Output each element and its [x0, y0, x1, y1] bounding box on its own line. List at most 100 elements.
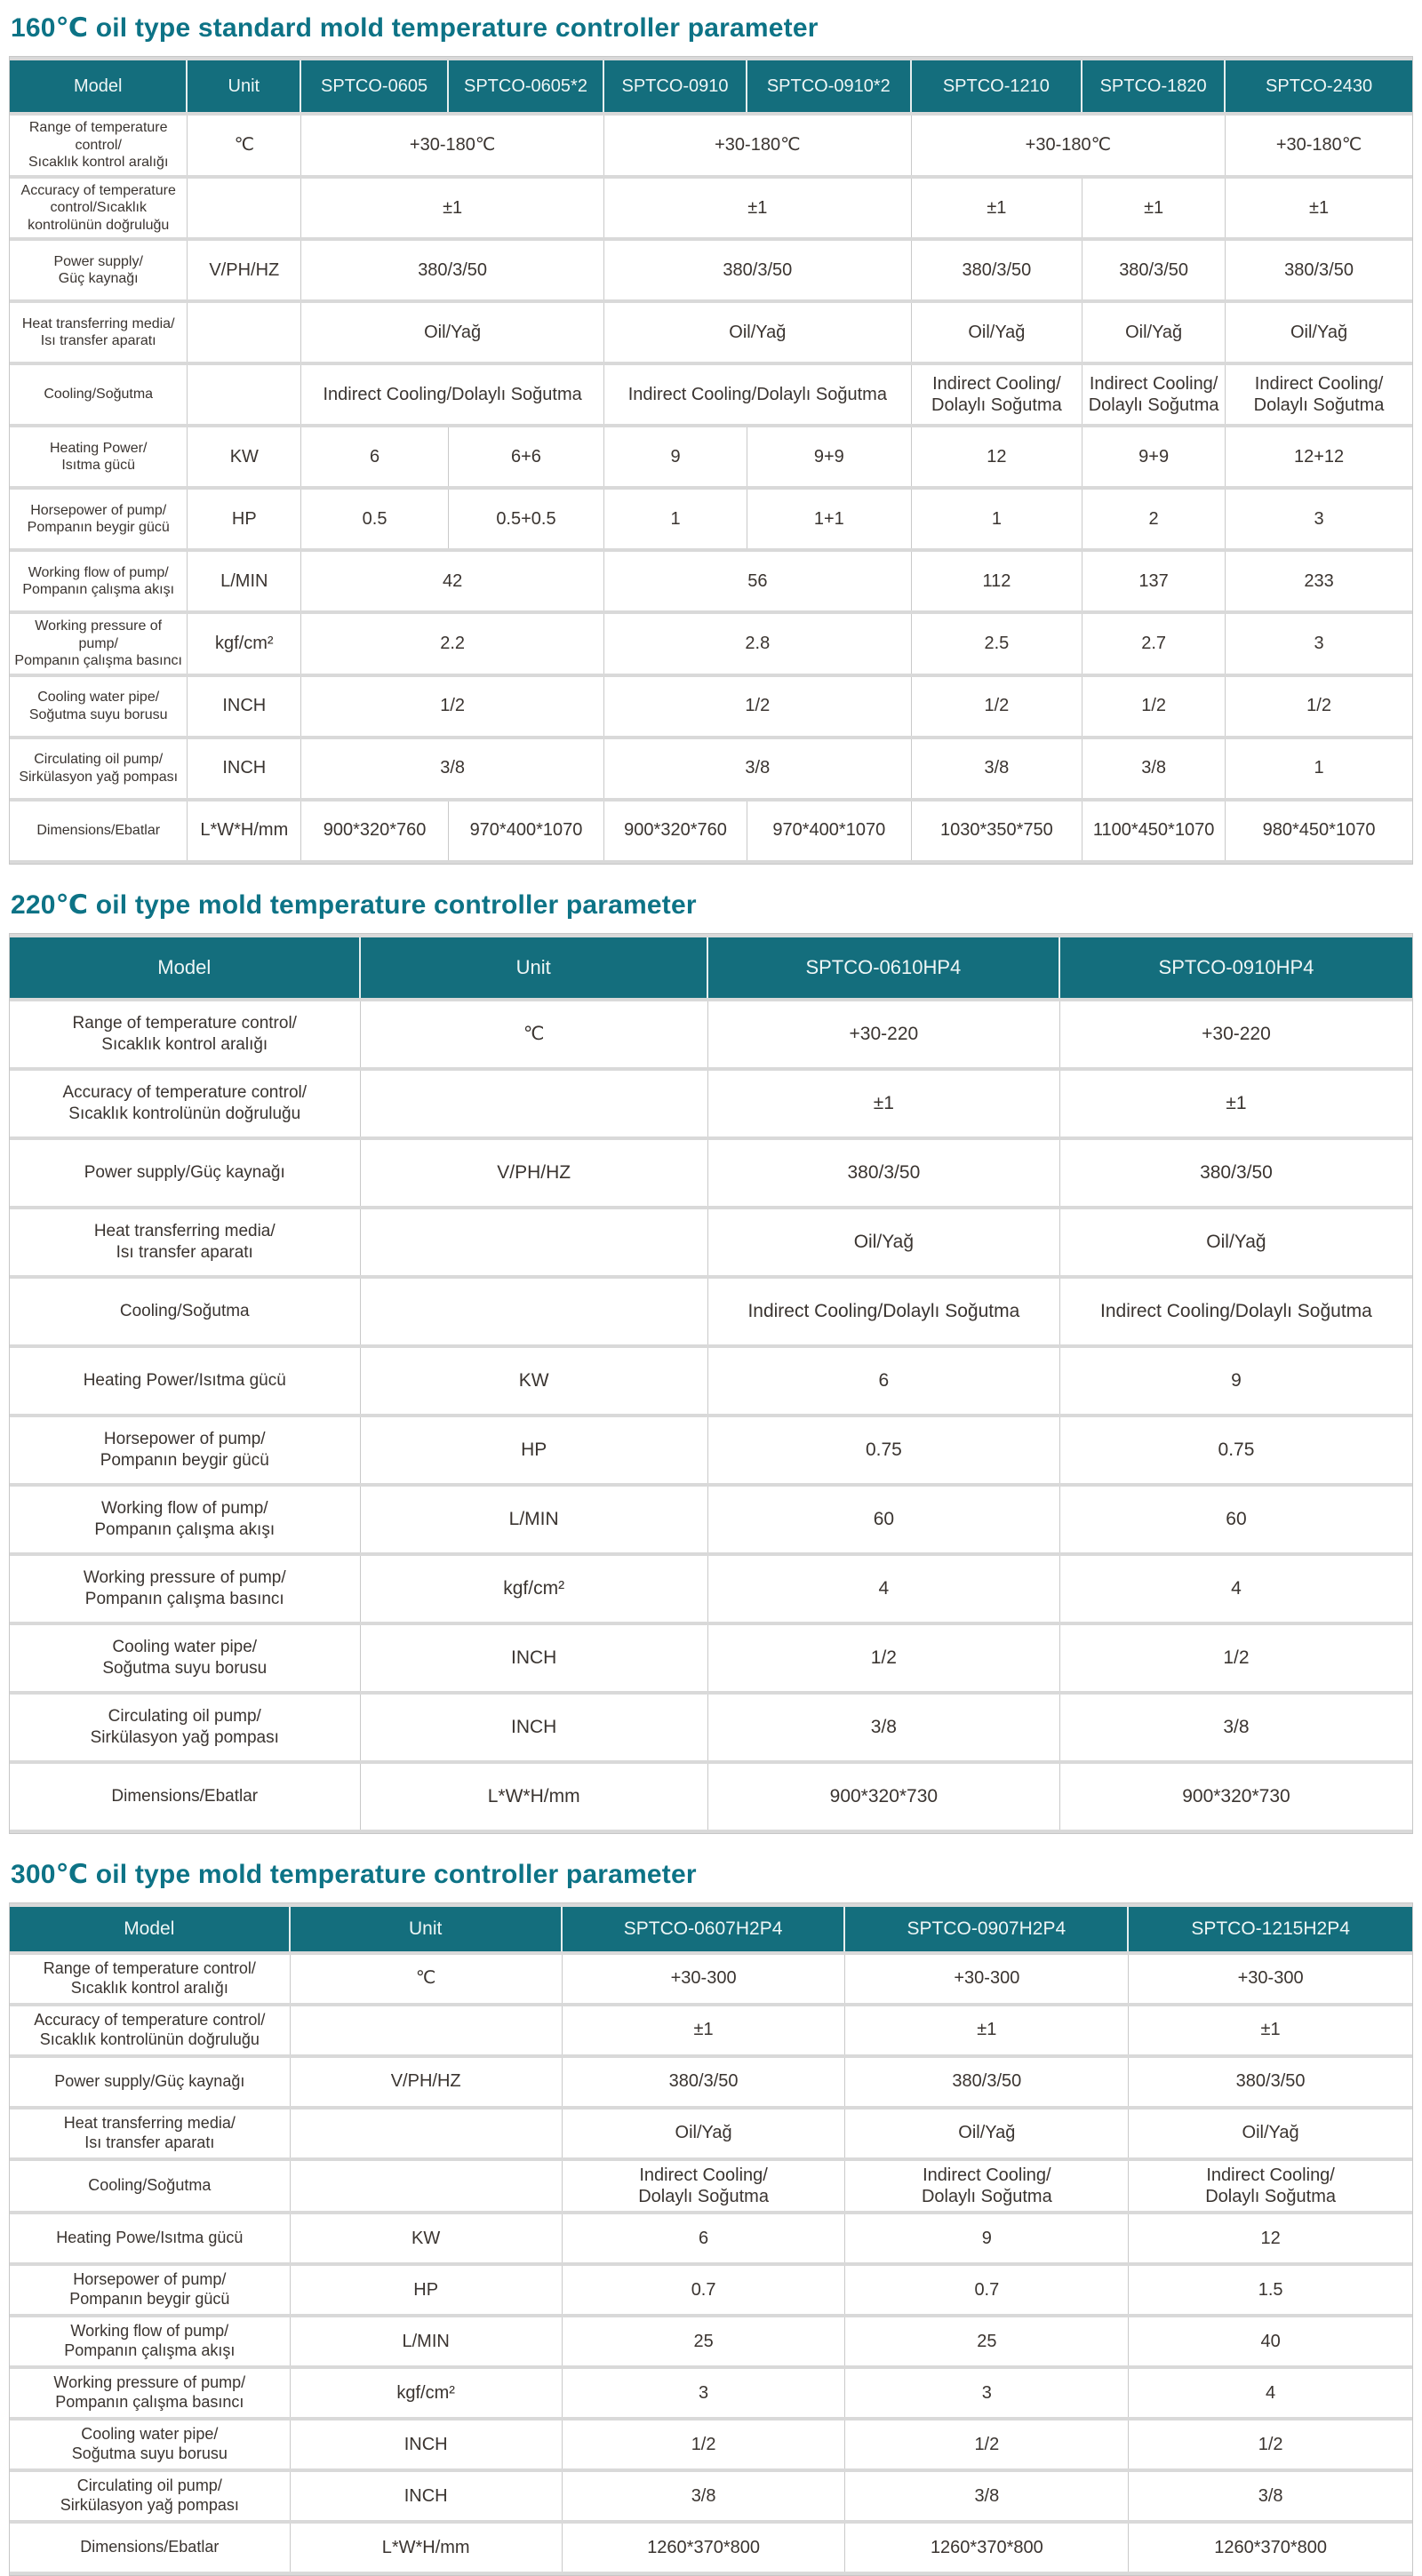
- value-cell: Indirect Cooling/ Dolaylı Soğutma: [911, 365, 1083, 425]
- table-row: Cooling water pipe/ Soğutma suyu borusu I…: [10, 2420, 1412, 2469]
- value-cell: Indirect Cooling/ Dolaylı Soğutma: [1129, 2160, 1412, 2212]
- unit-cell: L/MIN: [188, 552, 302, 611]
- value-cell: 6: [562, 2214, 846, 2263]
- table-row: Heat transferring media/ Isı transfer ap…: [10, 303, 1412, 363]
- unit-cell: KW: [290, 2214, 563, 2263]
- table-row: Horsepower of pump/ Pompanın beygir gücü…: [10, 2266, 1412, 2315]
- column-header-sptco-0910-2: SPTCO-0910*2: [747, 60, 912, 112]
- row-label: Heating Power/Isıtma gücü: [10, 1347, 361, 1414]
- value-cell: 60: [1059, 1486, 1412, 1552]
- value-cell: 0.5: [301, 490, 449, 549]
- table-row: Range of temperature control/ Sıcaklık k…: [10, 1954, 1412, 2003]
- value-cell: ±1: [707, 1070, 1060, 1136]
- table-row: Cooling/Soğutma Indirect Cooling/Dolaylı …: [10, 365, 1412, 425]
- unit-cell: kgf/cm²: [360, 1555, 708, 1622]
- row-label: Heat transferring media/ Isı transfer ap…: [10, 1208, 361, 1275]
- table-row: Working flow of pump/ Pompanın çalışma a…: [10, 2317, 1412, 2366]
- row-label: Dimensions/Ebatlar: [10, 2524, 291, 2572]
- row-label: Horsepower of pump/ Pompanın beygir gücü: [10, 1416, 361, 1483]
- value-cell: 1: [1226, 738, 1412, 798]
- value-cell: 3/8: [845, 2472, 1130, 2521]
- value-cell: Indirect Cooling/Dolaylı Soğutma: [604, 365, 912, 425]
- unit-cell: HP: [360, 1416, 708, 1483]
- parameter-table-160c: Model Unit SPTCO-0605 SPTCO-0605*2 SPTCO-091…: [9, 56, 1413, 865]
- value-cell: 6: [707, 1347, 1060, 1414]
- value-cell: 1100*450*1070: [1082, 801, 1226, 860]
- unit-cell: [188, 178, 302, 238]
- column-header-model: Model: [10, 60, 188, 112]
- unit-cell: INCH: [290, 2472, 563, 2521]
- value-cell: ±1: [604, 178, 912, 238]
- value-cell: 4: [1129, 2369, 1412, 2418]
- value-cell: 1/2: [707, 1624, 1060, 1691]
- unit-cell: L/MIN: [290, 2317, 563, 2366]
- value-cell: +30-180℃: [1226, 116, 1412, 175]
- table-row: Heat transferring media/ Isı transfer ap…: [10, 1208, 1412, 1275]
- value-cell: 1260*370*800: [1129, 2524, 1412, 2572]
- value-cell: 1/2: [604, 676, 912, 736]
- row-label: Horsepower of pump/ Pompanın beygir gücü: [10, 2266, 291, 2315]
- row-label: Working flow of pump/ Pompanın çalışma a…: [10, 552, 188, 611]
- value-cell: ±1: [845, 2006, 1130, 2054]
- header-row: Model Unit SPTCO-0605 SPTCO-0605*2 SPTCO-091…: [10, 60, 1412, 112]
- table-row: Working flow of pump/ Pompanın çalışma a…: [10, 552, 1412, 611]
- value-cell: ±1: [301, 178, 605, 238]
- value-cell: +30-180℃: [301, 116, 605, 175]
- row-label: Horsepower of pump/ Pompanın beygir gücü: [10, 490, 188, 549]
- value-cell: 233: [1226, 552, 1412, 611]
- value-cell: 60: [707, 1486, 1060, 1552]
- table-row: Heating Powe/Isıtma gücü KW 6 9 12: [10, 2214, 1412, 2263]
- value-cell: Indirect Cooling/ Dolaylı Soğutma: [1226, 365, 1412, 425]
- unit-cell: HP: [290, 2266, 563, 2315]
- row-label: Cooling water pipe/ Soğutma suyu borusu: [10, 1624, 361, 1691]
- table-row: Power supply/Güç kaynağı V/PH/HZ 380/3/50 3…: [10, 2057, 1412, 2106]
- value-cell: 3: [1226, 490, 1412, 549]
- table-row: Working pressure of pump/ Pompanın çalış…: [10, 1555, 1412, 1622]
- value-cell: 3/8: [1082, 738, 1226, 798]
- table-row: Circulating oil pump/ Sirkülasyon yağ po…: [10, 1694, 1412, 1760]
- value-cell: Oil/Yağ: [1082, 303, 1226, 363]
- column-header-sptco-0910: SPTCO-0910: [604, 60, 747, 112]
- value-cell: 25: [845, 2317, 1130, 2366]
- value-cell: 3: [845, 2369, 1130, 2418]
- column-header-sptco-0610hp4: SPTCO-0610HP4: [707, 937, 1060, 998]
- table-row: Working pressure of pump/ Pompanın çalış…: [10, 2369, 1412, 2418]
- row-label: Range of temperature control/ Sıcaklık k…: [10, 1954, 291, 2003]
- value-cell: 1/2: [562, 2420, 846, 2469]
- section-160c: 160℃ oil type standard mold temperature …: [9, 12, 1413, 865]
- column-header-sptco-1210: SPTCO-1210: [911, 60, 1083, 112]
- value-cell: Oil/Yağ: [562, 2109, 846, 2157]
- table-row: Dimensions/Ebatlar L*W*H/mm 1260*370*800 12…: [10, 2524, 1412, 2572]
- value-cell: 137: [1082, 552, 1226, 611]
- value-cell: 380/3/50: [604, 241, 912, 300]
- row-label: Circulating oil pump/ Sirkülasyon yağ po…: [10, 1694, 361, 1760]
- value-cell: 0.7: [562, 2266, 846, 2315]
- table-row: Range of temperature control/ Sıcaklık k…: [10, 1001, 1412, 1067]
- value-cell: 980*450*1070: [1226, 801, 1412, 860]
- value-cell: 3: [1226, 614, 1412, 674]
- unit-cell: ℃: [188, 116, 302, 175]
- value-cell: 2.8: [604, 614, 912, 674]
- table-row: Range of temperature control/ Sıcaklık k…: [10, 116, 1412, 175]
- column-header-sptco-0910hp4: SPTCO-0910HP4: [1059, 937, 1412, 998]
- value-cell: 12: [911, 427, 1083, 487]
- value-cell: Indirect Cooling/Dolaylı Soğutma: [1059, 1278, 1412, 1344]
- value-cell: 56: [604, 552, 912, 611]
- value-cell: +30-180℃: [604, 116, 912, 175]
- column-header-sptco-0607h2p4: SPTCO-0607H2P4: [562, 1906, 846, 1951]
- value-cell: 380/3/50: [1226, 241, 1412, 300]
- value-cell: 3/8: [1129, 2472, 1412, 2521]
- unit-cell: V/PH/HZ: [188, 241, 302, 300]
- value-cell: +30-220: [707, 1001, 1060, 1067]
- row-label: Cooling/Soğutma: [10, 2160, 291, 2212]
- row-label: Cooling water pipe/ Soğutma suyu borusu: [10, 676, 188, 736]
- unit-cell: V/PH/HZ: [290, 2057, 563, 2106]
- value-cell: 2.7: [1082, 614, 1226, 674]
- table-row: Heating Power/ Isıtma gücü KW 6 6+6 9 9+9 12 9+…: [10, 427, 1412, 487]
- column-header-sptco-0605-2: SPTCO-0605*2: [448, 60, 605, 112]
- value-cell: 25: [562, 2317, 846, 2366]
- value-cell: 1/2: [1129, 2420, 1412, 2469]
- value-cell: 4: [707, 1555, 1060, 1622]
- column-header-unit: Unit: [188, 60, 302, 112]
- column-header-model: Model: [10, 1906, 291, 1951]
